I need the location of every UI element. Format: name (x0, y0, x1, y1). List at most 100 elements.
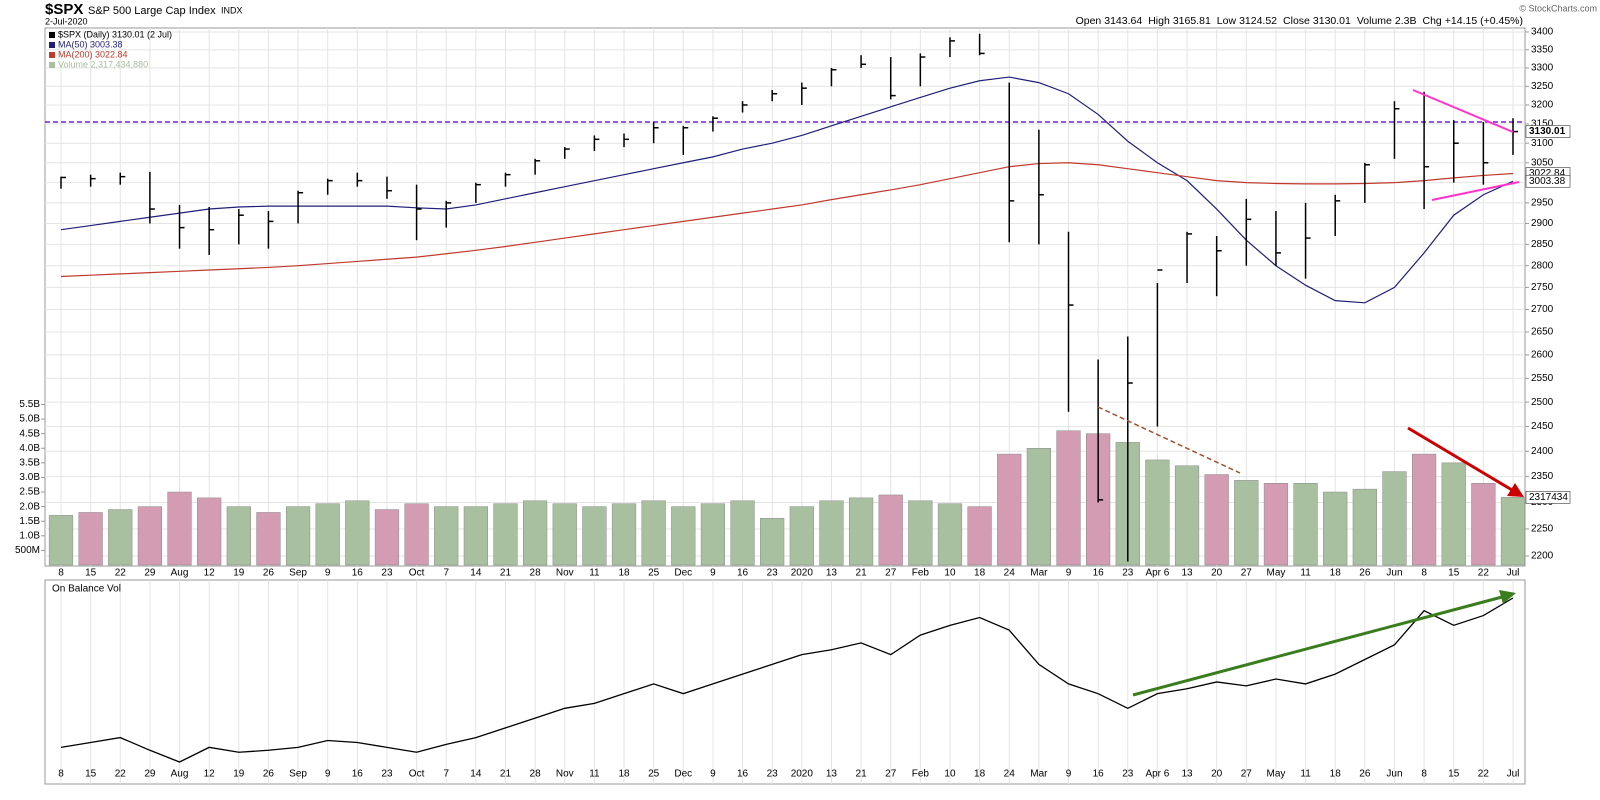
volume-bar (197, 497, 222, 566)
y-tick-label: 2250 (1531, 524, 1554, 535)
x-tick-label: 11 (589, 769, 600, 780)
quote: Open 3143.64 High 3165.81 Low 3124.52 Close 313… (1076, 15, 1523, 27)
volume-bar (1234, 480, 1259, 566)
x-tick-label: 9 (1066, 769, 1072, 780)
x-tick-label: 9 (1066, 568, 1072, 579)
x-tick-label: 24 (1004, 568, 1016, 579)
volume-bar (137, 506, 163, 566)
y-tick-label: 2.0B (19, 501, 40, 512)
y-tick-label: 4.0B (19, 443, 40, 454)
exchange: INDX (221, 5, 243, 15)
volume-bar (937, 503, 963, 566)
x-tick-label: Jul (1507, 769, 1520, 780)
x-tick-label: 12 (204, 568, 216, 579)
y-tick-label: 500M (15, 545, 40, 556)
x-tick-label: Sep (289, 568, 307, 579)
x-tick-label: 22 (115, 769, 127, 780)
y-tick-label: 2900 (1531, 218, 1554, 229)
volume-bar (523, 500, 548, 566)
volume-bar (908, 500, 933, 566)
x-tick-label: 15 (85, 568, 97, 579)
obv-line (60, 597, 1514, 763)
value-flag (1525, 125, 1571, 138)
x-tick-label: 21 (856, 568, 868, 579)
x-tick-label: 8 (1421, 769, 1427, 780)
x-tick-label: 23 (767, 568, 779, 579)
volume-bar (997, 453, 1022, 566)
arrow-head (1499, 590, 1516, 604)
x-tick-label: 26 (263, 568, 275, 579)
value-flag-label: 3130.01 (1529, 126, 1566, 137)
y-tick-label: 3250 (1531, 81, 1554, 92)
x-tick-label: 19 (233, 769, 245, 780)
y-tick-label: 2450 (1531, 421, 1554, 432)
legend-swatch (49, 62, 55, 68)
x-tick-label: Dec (674, 568, 692, 579)
x-tick-label: 10 (944, 568, 956, 579)
x-tick-label: Aug (171, 769, 189, 780)
volume-bar (1323, 491, 1348, 566)
quote-value: 3124.52 (1239, 15, 1277, 27)
volume-bar (48, 515, 74, 566)
volume-bar (285, 506, 311, 566)
volume-bar (256, 512, 281, 566)
volume-bar (819, 500, 844, 566)
x-tick-label: Oct (409, 568, 425, 579)
x-tick-label: 9 (325, 568, 331, 579)
x-tick-label: 11 (589, 568, 600, 579)
volume-bar (345, 500, 370, 566)
x-tick-label: Oct (409, 769, 425, 780)
x-tick-label: Jun (1386, 769, 1402, 780)
x-tick-label: Aug (171, 568, 189, 579)
quote-label: Chg (1423, 15, 1442, 27)
x-tick-label: May (1266, 769, 1285, 780)
y-tick-label: 3350 (1531, 44, 1554, 55)
x-tick-label: 23 (381, 769, 393, 780)
y-tick-label: 3.0B (19, 472, 40, 483)
y-tick-label: 2400 (1531, 446, 1554, 457)
y-tick-label: 3200 (1531, 100, 1554, 111)
x-tick-label: 18 (974, 769, 986, 780)
x-tick-label: 18 (1330, 769, 1342, 780)
quote-label: High (1148, 15, 1170, 27)
volume-bar (1026, 448, 1051, 566)
ma-line (60, 76, 1514, 304)
x-tick-label: 2020 (791, 568, 814, 579)
trendline (1097, 406, 1241, 474)
quote-value: +14.15 (+0.45%) (1445, 15, 1523, 27)
x-tick-label: Apr 6 (1145, 568, 1169, 579)
volume-bar (404, 503, 429, 566)
volume-bar (1352, 488, 1377, 566)
x-tick-label: 29 (144, 769, 156, 780)
y-tick-label: 1.5B (19, 516, 40, 527)
x-tick-label: 15 (85, 769, 97, 780)
x-tick-label: 26 (1359, 769, 1371, 780)
x-tick-label: 18 (974, 568, 986, 579)
y-tick-label: 3.5B (19, 457, 40, 468)
x-tick-label: 27 (885, 769, 897, 780)
quote-label: Open (1076, 15, 1102, 27)
x-tick-label: 18 (618, 769, 630, 780)
x-tick-label: 9 (325, 769, 331, 780)
volume-bar (1174, 465, 1200, 566)
value-flag (1525, 174, 1571, 188)
y-tick-label: 3150 (1531, 119, 1554, 130)
volume-bar (434, 506, 459, 566)
quote-label: Low (1217, 15, 1237, 27)
x-tick-label: 22 (115, 568, 127, 579)
x-tick-label: 27 (1241, 568, 1253, 579)
volume-bar (760, 518, 785, 566)
x-tick-label: 22 (1478, 769, 1490, 780)
x-tick-label: 7 (443, 769, 449, 780)
value-flag-label: 2317434 (1529, 492, 1568, 503)
x-tick-label: 15 (1448, 568, 1460, 579)
volume-bar (315, 503, 340, 566)
x-tick-label: 12 (204, 769, 216, 780)
x-tick-label: Dec (674, 769, 692, 780)
y-tick-label: 2850 (1531, 239, 1554, 250)
volume-bar (78, 512, 103, 566)
quote-label: Volume (1357, 15, 1392, 27)
volume-bar (463, 506, 488, 566)
arrow (1407, 426, 1513, 492)
volume-bar (611, 503, 637, 566)
